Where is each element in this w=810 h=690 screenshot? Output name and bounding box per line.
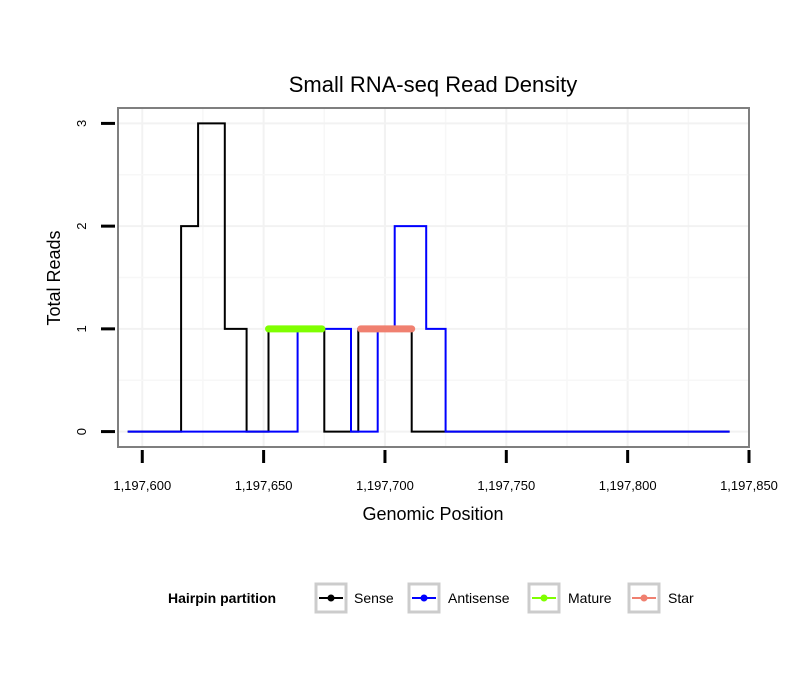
legend-key-point [640,594,648,602]
x-axis: 1,197,600 1,197,650 1,197,700 1,197,750 1,19… [113,450,778,493]
legend: Hairpin partition Sense Antisense Mature St… [168,582,694,614]
legend-label-star: Star [668,590,694,606]
plot-panel-border [117,107,750,448]
x-tick-label: 1,197,850 [720,478,778,493]
x-tick-label: 1,197,800 [599,478,657,493]
y-tick-label: 0 [74,428,89,435]
y-tick-label: 3 [74,120,89,127]
y-tick-label: 1 [74,325,89,332]
legend-label-mature: Mature [568,590,612,606]
legend-key-point [327,594,335,602]
x-tick-label: 1,197,700 [356,478,414,493]
legend-label-sense: Sense [354,590,394,606]
y-tick-label: 2 [74,223,89,230]
legend-key-point [420,594,428,602]
x-tick-label: 1,197,750 [477,478,535,493]
y-axis-title: Total Reads [44,230,64,325]
x-tick-label: 1,197,600 [113,478,171,493]
y-axis: 0 1 2 3 [74,120,115,435]
legend-title: Hairpin partition [168,590,276,606]
x-axis-title: Genomic Position [362,504,503,524]
x-tick-label: 1,197,650 [235,478,293,493]
legend-key-point [540,594,548,602]
grid-lines [118,108,750,447]
legend-label-antisense: Antisense [448,590,510,606]
chart-title: Small RNA-seq Read Density [289,72,578,97]
series-layer [127,122,730,433]
